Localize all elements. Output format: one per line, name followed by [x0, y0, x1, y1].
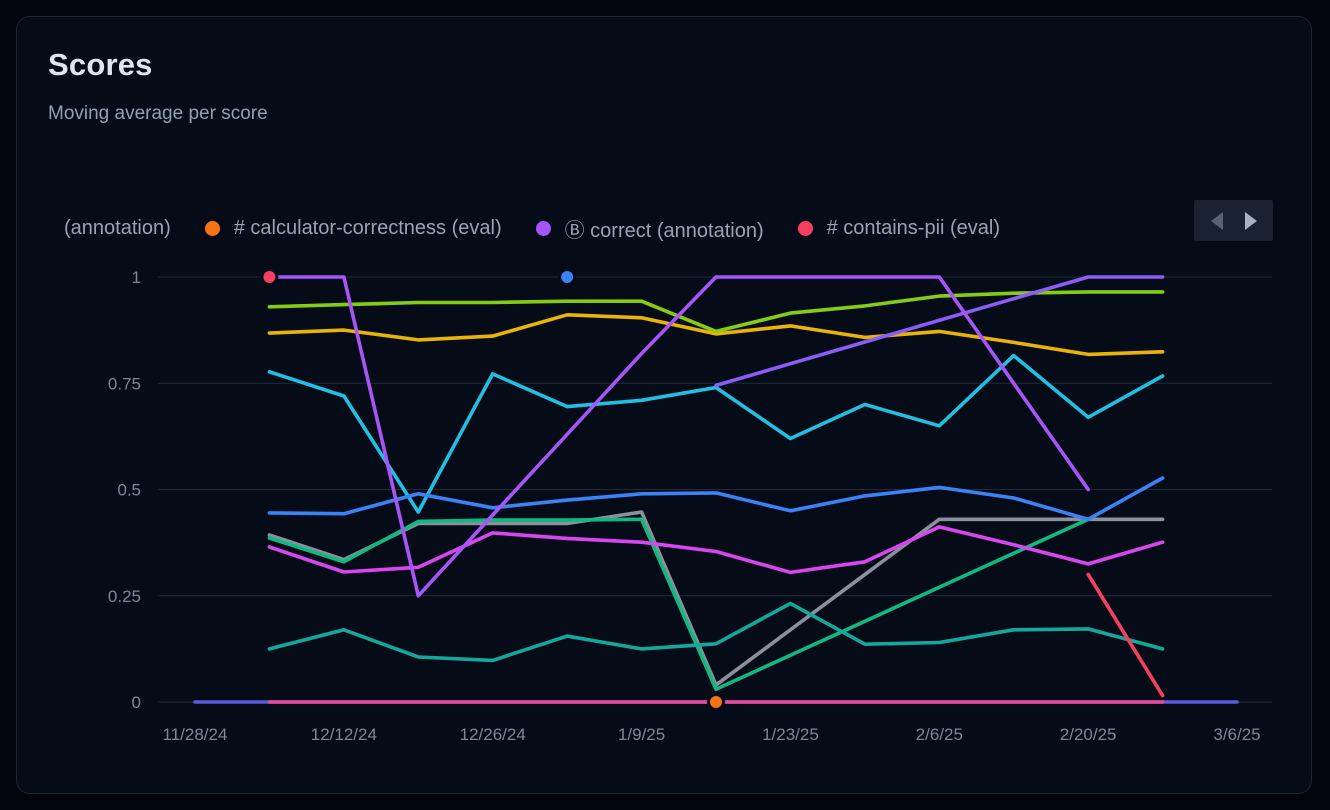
chevron-left-icon [1210, 211, 1223, 230]
marker-red-dot [260, 268, 279, 286]
series-line-teal [267, 601, 1165, 663]
scores-card: Scores Moving average per score (annotat… [16, 16, 1312, 794]
x-axis-tick-label: 1/9/25 [618, 725, 665, 744]
x-axis-tick-label: 12/26/24 [460, 725, 526, 744]
legend-pagination [1194, 200, 1273, 241]
y-axis-tick-label: 0.5 [117, 481, 141, 500]
series-line-amber [267, 312, 1165, 357]
y-axis-tick-label: 0 [132, 693, 141, 712]
series-line-blue [267, 476, 1165, 522]
series-line-red [1086, 572, 1165, 698]
x-axis-tick-label: 3/6/25 [1213, 725, 1260, 744]
legend-dot-red-icon [797, 220, 813, 236]
chart-subtitle: Moving average per score [48, 103, 268, 124]
series-line-fuchsia [267, 525, 1165, 575]
series-line-emerald [267, 517, 1090, 692]
legend-item-correct[interactable]: Ⓑ correct (annotation) [535, 214, 764, 243]
series-line-violet [714, 275, 1165, 388]
series-line-lime [267, 290, 1165, 334]
y-axis-tick-label: 0.25 [108, 587, 141, 606]
x-axis-tick-label: 1/23/25 [762, 725, 819, 744]
x-axis-tick-label: 12/12/24 [311, 725, 377, 744]
legend: (annotation) # calculator-correctness (e… [64, 207, 1184, 249]
legend-item-contains-pii[interactable]: # contains-pii (eval) [797, 216, 1001, 240]
x-axis-tick-label: 11/28/24 [163, 725, 228, 744]
legend-dot-orange-icon [204, 220, 220, 236]
legend-next-button[interactable] [1241, 208, 1261, 234]
legend-item-label: (annotation) [64, 216, 171, 239]
chevron-right-icon [1244, 211, 1257, 230]
y-axis-tick-label: 1 [132, 268, 141, 287]
legend-dot-purple-icon [535, 220, 551, 236]
legend-prev-button[interactable] [1207, 208, 1227, 234]
legend-item-label: # calculator-correctness (eval) [233, 216, 502, 239]
legend-item-calculator-correctness[interactable]: # calculator-correctness (eval) [204, 216, 502, 240]
series-line-cyan [267, 353, 1165, 514]
legend-item-label: # contains-pii (eval) [826, 216, 1001, 239]
x-axis-tick-label: 2/20/25 [1060, 725, 1117, 744]
marker-orange-dot [707, 693, 726, 711]
page-title: Scores [48, 47, 153, 82]
legend-item-label: Ⓑ correct (annotation) [564, 219, 764, 242]
x-axis-tick-label: 2/6/25 [916, 725, 963, 744]
legend-item-annotation-truncated[interactable]: (annotation) [64, 217, 171, 240]
y-axis-tick-label: 0.75 [108, 374, 141, 393]
marker-blue-dot [558, 268, 577, 286]
series-line-purple [267, 275, 1090, 598]
